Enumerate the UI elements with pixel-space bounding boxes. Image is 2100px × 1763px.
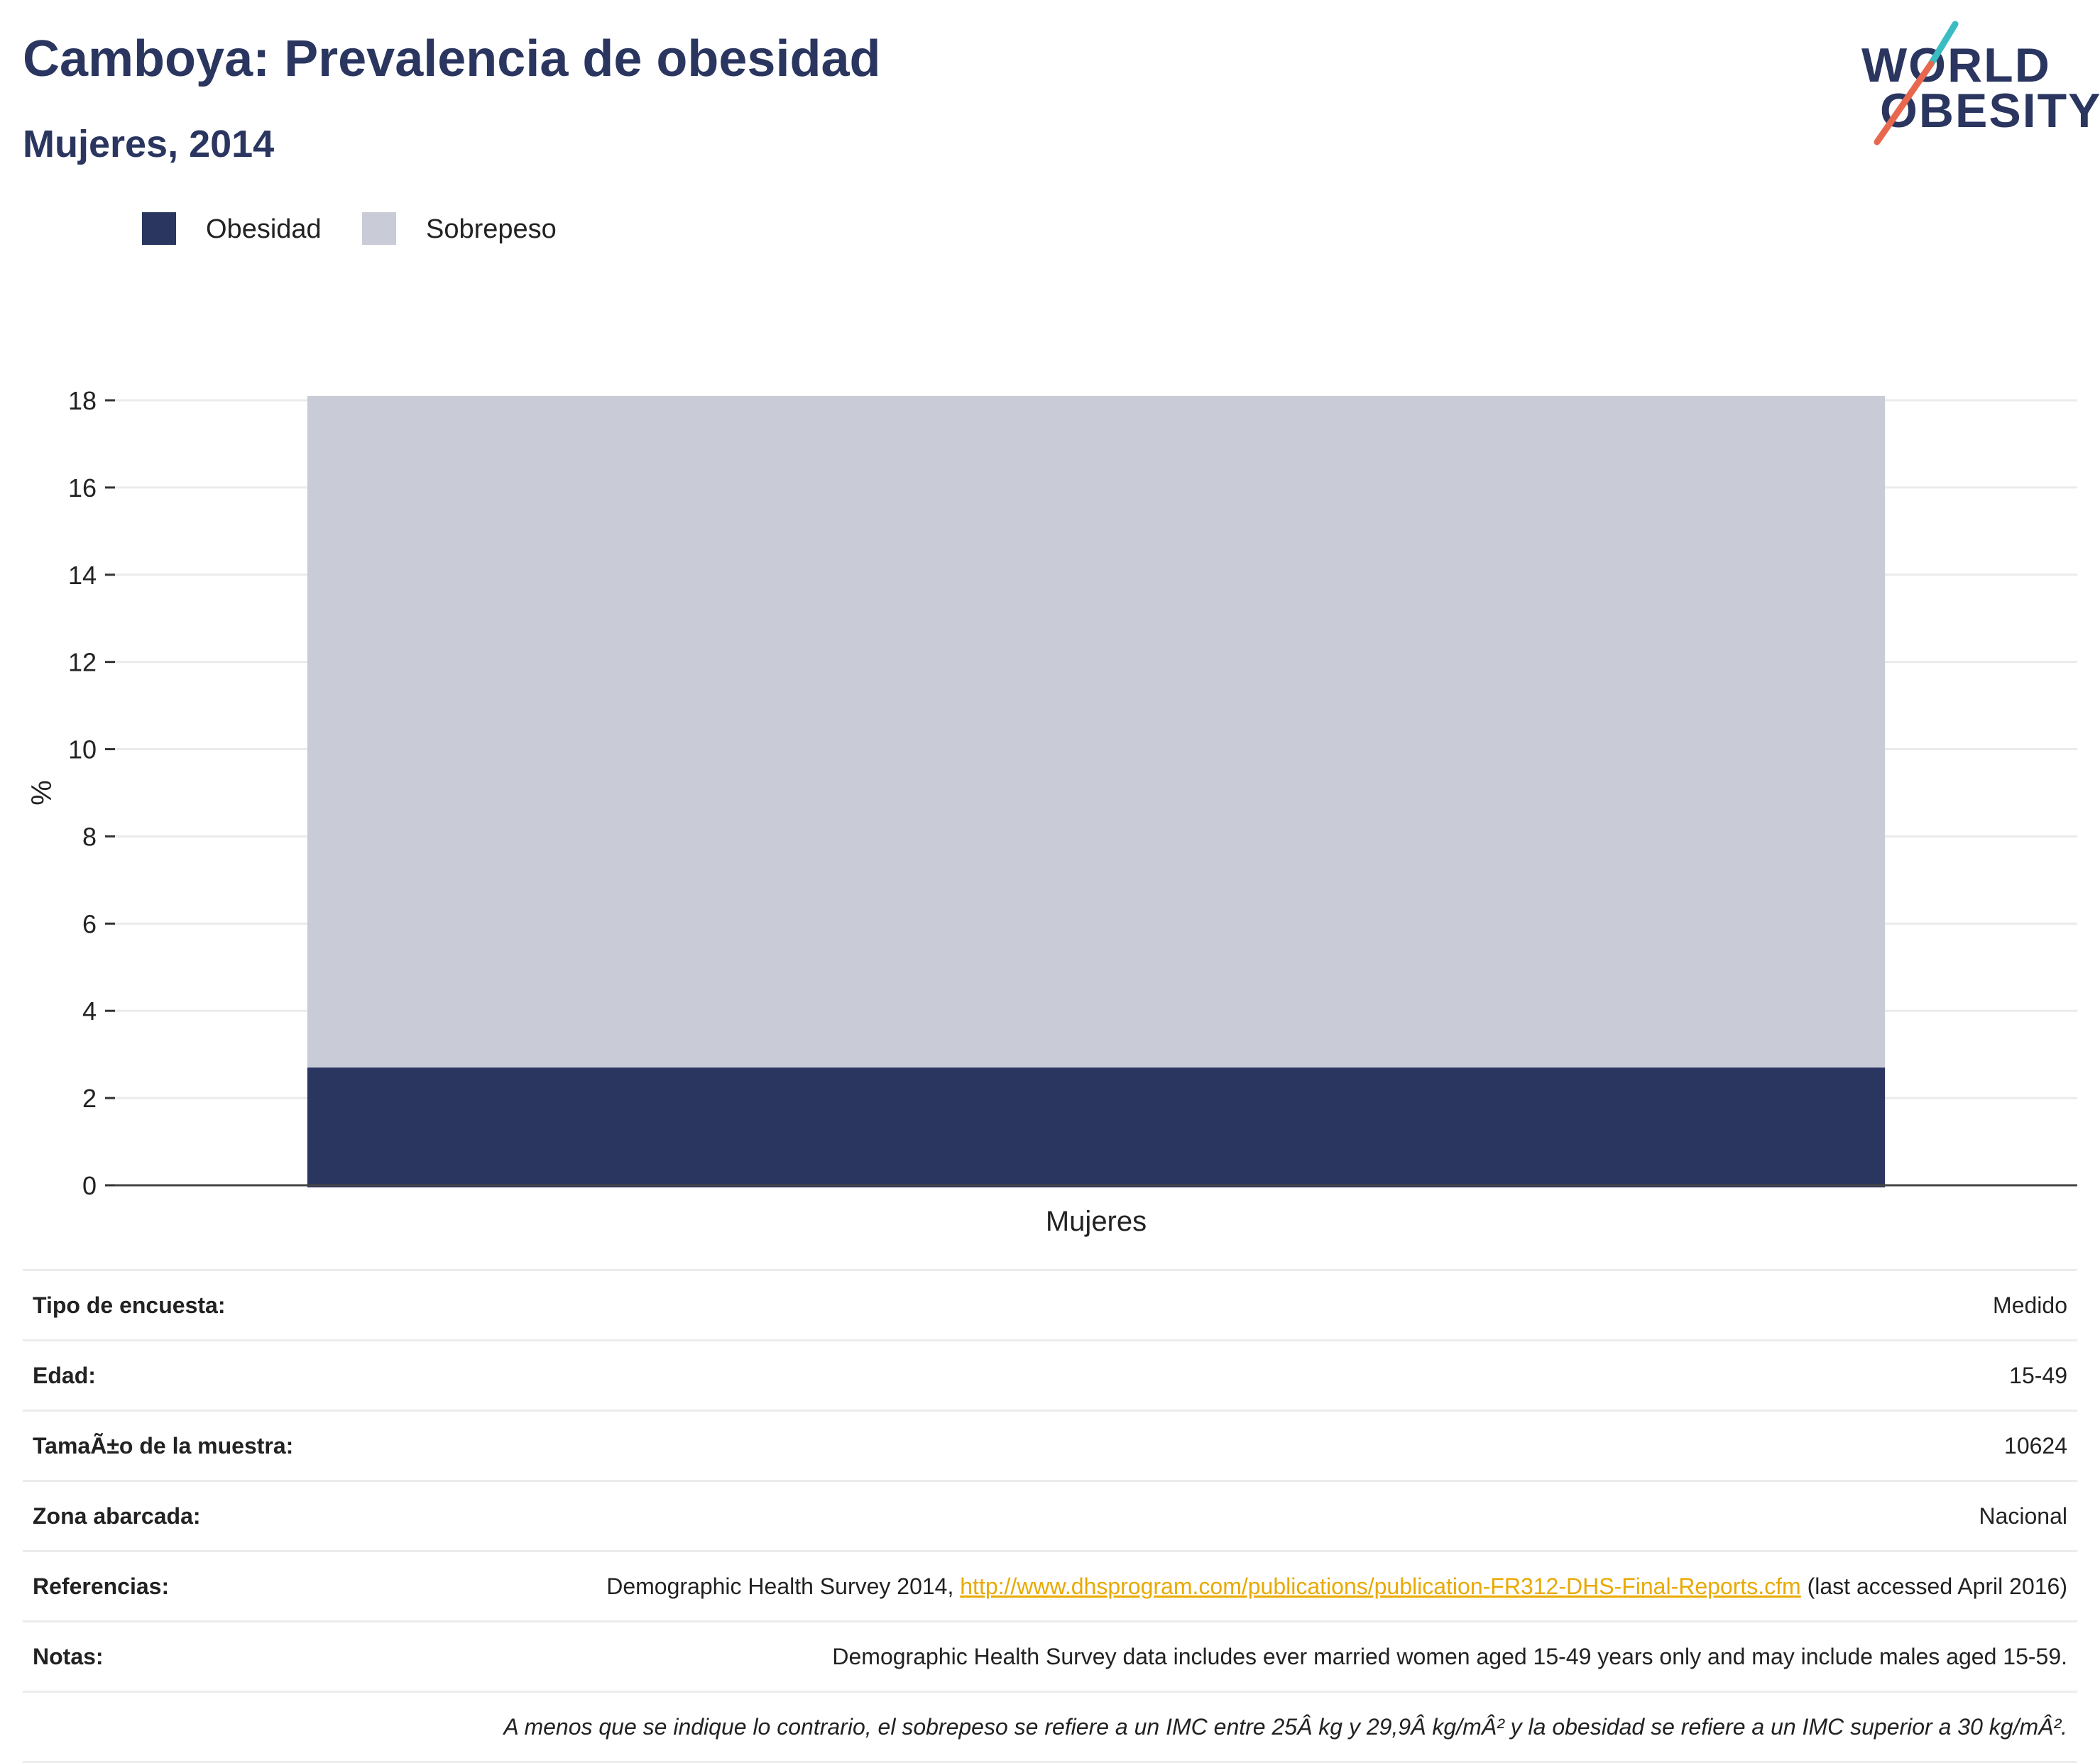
legend-swatch-sobrepeso	[362, 212, 396, 245]
bar-chart: 0 2 4 6 8 10 12 14 16 18% Mujeres	[26, 386, 2077, 1237]
sample-size-value: 10624	[2004, 1433, 2067, 1459]
references-link[interactable]: http://www.dhsprogram.com/publications/p…	[960, 1573, 1801, 1599]
chart-title: Camboya: Prevalencia de obesidad	[23, 31, 881, 87]
references-suffix: (last accessed April 2016)	[1800, 1573, 2067, 1599]
y-tick-label: 6	[82, 909, 97, 938]
area-value: Nacional	[1979, 1503, 2067, 1529]
y-tick-label: 16	[68, 473, 97, 502]
table-row: Referencias: Demographic Health Survey 2…	[23, 1551, 2077, 1622]
bmi-footnote: A menos que se indique lo contrario, el …	[503, 1714, 2067, 1740]
table-row: Notas: Demographic Health Survey data in…	[23, 1621, 2077, 1692]
table-row: Edad: 15-49	[23, 1340, 2077, 1411]
y-tick-label: 4	[82, 996, 97, 1026]
y-tick-label: 14	[68, 561, 97, 590]
sample-size-label: TamaÃ±o de la muestra:	[33, 1433, 294, 1459]
bar-sobrepeso	[307, 395, 1886, 1068]
notes-value: Demographic Health Survey data includes …	[832, 1644, 2067, 1669]
logo-slash-icon	[1874, 21, 1959, 145]
table-row: Tipo de encuesta: Medido	[23, 1270, 2077, 1341]
bar-obesidad	[307, 1067, 1886, 1187]
notes-label: Notas:	[33, 1644, 104, 1669]
y-tick-label: 10	[68, 735, 97, 764]
references-value: Demographic Health Survey 2014, http://w…	[412, 1551, 2077, 1622]
legend-label-obesidad: Obesidad	[206, 214, 322, 244]
y-tick-label: 18	[68, 386, 97, 415]
references-prefix: Demographic Health Survey 2014,	[606, 1573, 961, 1599]
legend-label-sobrepeso: Sobrepeso	[426, 214, 557, 244]
legend-swatch-obesidad	[142, 212, 176, 245]
survey-info-table: Tipo de encuesta: Medido Edad: 15-49 Tam…	[23, 1269, 2077, 1763]
x-tick-label: Mujeres	[1046, 1206, 1147, 1237]
world-obesity-logo: WORLD OBESITY	[1853, 20, 2100, 148]
y-tick-label: 2	[82, 1084, 97, 1113]
table-row: Zona abarcada: Nacional	[23, 1481, 2077, 1551]
table-row: TamaÃ±o de la muestra: 10624	[23, 1410, 2077, 1481]
table-row: A menos que se indique lo contrario, el …	[23, 1691, 2077, 1762]
y-tick-label: 8	[82, 822, 97, 851]
y-tick-label: 0	[82, 1171, 97, 1200]
age-label: Edad:	[33, 1363, 96, 1388]
age-value: 15-49	[2009, 1363, 2067, 1388]
area-label: Zona abarcada:	[33, 1503, 201, 1529]
chart-subtitle: Mujeres, 2014	[23, 123, 275, 165]
survey-type-label: Tipo de encuesta:	[33, 1292, 226, 1318]
logo-line-1: WORLD	[1861, 38, 2051, 92]
y-tick-label: 12	[68, 648, 97, 677]
y-axis-title: %	[26, 780, 58, 806]
logo-line-2: OBESITY	[1880, 84, 2100, 138]
references-label: Referencias:	[33, 1573, 170, 1599]
survey-type-value: Medido	[1993, 1292, 2067, 1318]
